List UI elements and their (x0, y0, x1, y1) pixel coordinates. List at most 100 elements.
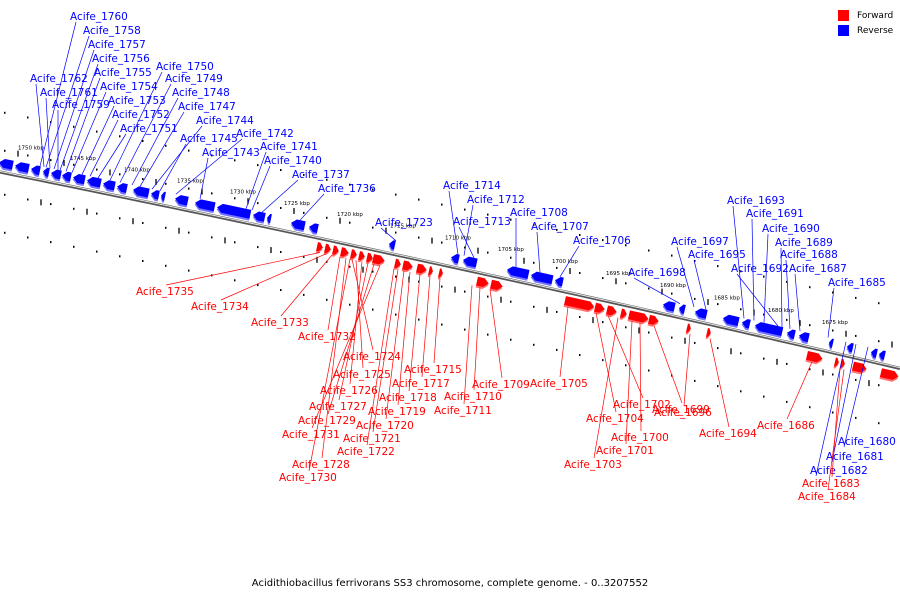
reverse-gene-label[interactable]: Acife_1713 (453, 216, 511, 228)
forward-gene-arrow[interactable] (805, 351, 824, 365)
forward-gene-label[interactable]: Acife_1721 (343, 433, 401, 445)
reverse-gene-arrow[interactable] (869, 348, 878, 360)
forward-gene-label[interactable]: Acife_1722 (337, 446, 395, 458)
reverse-gene-label[interactable]: Acife_1760 (70, 11, 128, 23)
forward-gene-arrow[interactable] (475, 276, 490, 290)
reverse-gene-arrow[interactable] (72, 173, 86, 187)
forward-gene-label[interactable]: Acife_1724 (343, 351, 401, 363)
reverse-gene-arrow[interactable] (30, 165, 41, 178)
reverse-gene-arrow[interactable] (846, 342, 854, 355)
forward-gene-label[interactable]: Acife_1703 (564, 459, 622, 471)
forward-gene-arrow[interactable] (331, 245, 340, 258)
forward-gene-arrow[interactable] (839, 358, 846, 371)
reverse-gene-arrow[interactable] (216, 203, 252, 221)
reverse-gene-arrow[interactable] (694, 307, 708, 321)
reverse-gene-arrow[interactable] (662, 300, 676, 314)
forward-gene-arrow[interactable] (437, 268, 444, 280)
reverse-gene-label[interactable]: Acife_1741 (260, 141, 318, 153)
reverse-gene-arrow[interactable] (877, 350, 886, 362)
reverse-gene-arrow[interactable] (42, 167, 50, 179)
reverse-gene-label[interactable]: Acife_1680 (838, 436, 896, 448)
reverse-gene-label[interactable]: Acife_1742 (236, 128, 294, 140)
reverse-gene-arrow[interactable] (308, 222, 319, 235)
forward-gene-label[interactable]: Acife_1694 (699, 428, 757, 440)
reverse-gene-arrow[interactable] (741, 318, 751, 331)
reverse-gene-label[interactable]: Acife_1755 (94, 67, 152, 79)
reverse-gene-label[interactable]: Acife_1692 (731, 263, 789, 275)
forward-gene-label[interactable]: Acife_1729 (298, 415, 356, 427)
forward-gene-label[interactable]: Acife_1719 (368, 406, 426, 418)
reverse-gene-label[interactable]: Acife_1687 (789, 263, 847, 275)
reverse-gene-label[interactable]: Acife_1688 (780, 249, 838, 261)
forward-gene-arrow[interactable] (627, 310, 650, 325)
forward-gene-label[interactable]: Acife_1720 (356, 420, 414, 432)
reverse-gene-label[interactable]: Acife_1712 (467, 194, 525, 206)
forward-gene-arrow[interactable] (593, 302, 606, 316)
forward-gene-label[interactable]: Acife_1727 (309, 401, 367, 413)
forward-gene-label[interactable]: Acife_1735 (136, 286, 194, 298)
reverse-gene-label[interactable]: Acife_1744 (196, 115, 254, 127)
forward-gene-label[interactable]: Acife_1726 (320, 385, 378, 397)
forward-gene-label[interactable]: Acife_1718 (379, 392, 437, 404)
forward-gene-label[interactable]: Acife_1731 (282, 429, 340, 441)
reverse-gene-arrow[interactable] (290, 219, 306, 233)
reverse-gene-arrow[interactable] (61, 171, 72, 184)
reverse-gene-label[interactable]: Acife_1714 (443, 180, 501, 192)
reverse-gene-label[interactable]: Acife_1690 (762, 223, 820, 235)
forward-gene-label[interactable]: Acife_1701 (596, 445, 654, 457)
reverse-gene-arrow[interactable] (786, 328, 796, 341)
reverse-gene-label[interactable]: Acife_1707 (531, 221, 589, 233)
reverse-gene-label[interactable]: Acife_1762 (30, 73, 88, 85)
reverse-gene-arrow[interactable] (554, 276, 564, 289)
forward-gene-label[interactable]: Acife_1730 (279, 472, 337, 484)
reverse-gene-label[interactable]: Acife_1697 (671, 236, 729, 248)
forward-gene-label[interactable]: Acife_1705 (530, 378, 588, 390)
forward-gene-label[interactable]: Acife_1704 (586, 413, 644, 425)
reverse-gene-label[interactable]: Acife_1754 (100, 81, 158, 93)
reverse-gene-label[interactable]: Acife_1761 (40, 87, 98, 99)
reverse-gene-label[interactable]: Acife_1682 (810, 465, 868, 477)
reverse-gene-label[interactable]: Acife_1749 (165, 73, 223, 85)
forward-gene-label[interactable]: Acife_1715 (404, 364, 462, 376)
reverse-gene-label[interactable]: Acife_1723 (375, 217, 433, 229)
reverse-gene-label[interactable]: Acife_1757 (88, 39, 146, 51)
forward-gene-arrow[interactable] (563, 296, 596, 313)
reverse-gene-label[interactable]: Acife_1756 (92, 53, 150, 65)
reverse-gene-label[interactable]: Acife_1759 (52, 99, 110, 111)
forward-gene-label[interactable]: Acife_1686 (757, 420, 815, 432)
reverse-gene-arrow[interactable] (828, 338, 834, 350)
reverse-gene-arrow[interactable] (160, 191, 166, 203)
forward-gene-arrow[interactable] (489, 279, 504, 293)
forward-gene-label[interactable]: Acife_1711 (434, 405, 492, 417)
reverse-gene-label[interactable]: Acife_1736 (318, 183, 376, 195)
forward-gene-arrow[interactable] (685, 323, 692, 336)
reverse-gene-label[interactable]: Acife_1752 (112, 109, 170, 121)
reverse-gene-arrow[interactable] (252, 211, 266, 224)
reverse-gene-arrow[interactable] (116, 182, 128, 195)
reverse-gene-label[interactable]: Acife_1698 (628, 267, 686, 279)
forward-gene-label[interactable]: Acife_1684 (798, 491, 856, 503)
forward-gene-label[interactable]: Acife_1717 (392, 378, 450, 390)
reverse-gene-label[interactable]: Acife_1737 (292, 169, 350, 181)
reverse-gene-label[interactable]: Acife_1747 (178, 101, 236, 113)
forward-gene-arrow[interactable] (879, 368, 899, 383)
reverse-gene-arrow[interactable] (266, 213, 272, 225)
reverse-gene-label[interactable]: Acife_1695 (688, 249, 746, 261)
reverse-gene-arrow[interactable] (388, 240, 396, 252)
reverse-gene-arrow[interactable] (50, 169, 62, 182)
reverse-gene-label[interactable]: Acife_1748 (172, 87, 230, 99)
forward-gene-label[interactable]: Acife_1696 (654, 407, 712, 419)
reverse-gene-label[interactable]: Acife_1685 (828, 277, 886, 289)
forward-gene-arrow[interactable] (357, 251, 366, 263)
forward-gene-arrow[interactable] (339, 247, 350, 259)
forward-gene-arrow[interactable] (349, 249, 358, 261)
reverse-gene-arrow[interactable] (150, 189, 160, 202)
forward-gene-label[interactable]: Acife_1733 (251, 317, 309, 329)
forward-gene-arrow[interactable] (393, 258, 402, 271)
reverse-gene-arrow[interactable] (462, 256, 478, 270)
forward-gene-arrow[interactable] (705, 328, 712, 340)
forward-gene-arrow[interactable] (833, 357, 840, 370)
reverse-gene-arrow[interactable] (0, 158, 14, 172)
reverse-gene-label[interactable]: Acife_1743 (202, 147, 260, 159)
forward-gene-label[interactable]: Acife_1728 (292, 459, 350, 471)
